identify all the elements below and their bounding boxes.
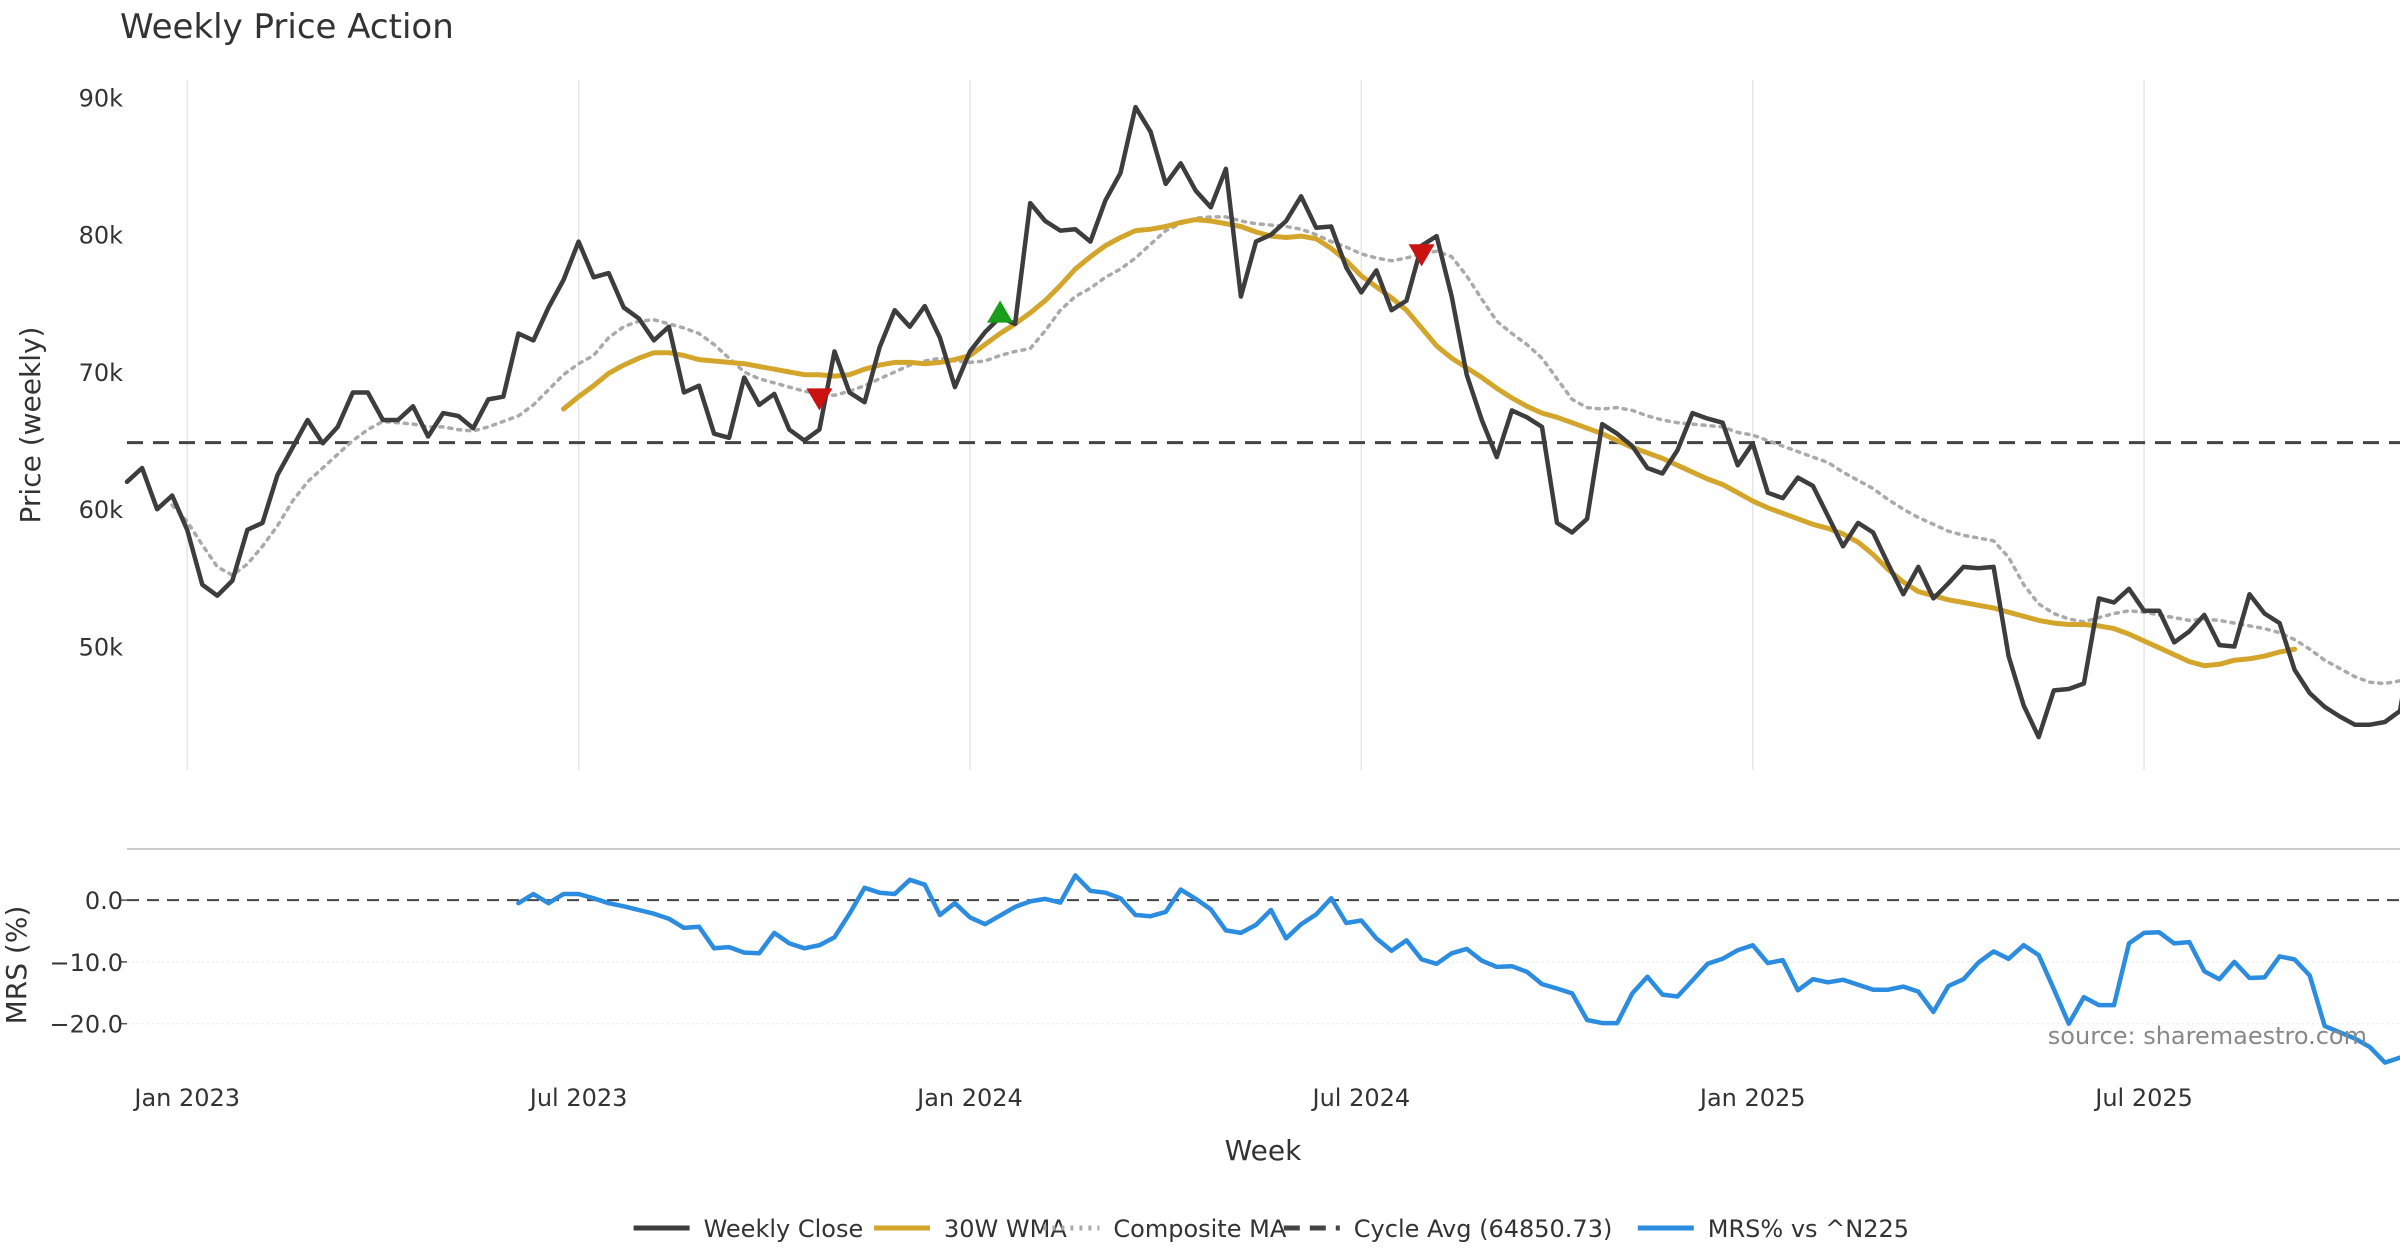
x-tick-label: Jul 2025: [2093, 1084, 2193, 1112]
sell-signal-marker: [806, 388, 833, 411]
price-y-axis-label: Price (weekly): [14, 327, 47, 524]
legend-label: 30W WMA: [944, 1215, 1067, 1243]
mrs-y-tick: −20.0: [49, 1011, 123, 1039]
price-y-tick: 80k: [79, 222, 124, 250]
mrs-y-ticks: 0.0 −10.0 −20.0: [49, 887, 2400, 1039]
chart-title: Weekly Price Action: [120, 7, 454, 47]
price-y-ticks: 50k 60k 70k 80k 90k: [79, 84, 124, 661]
x-tick-labels: Jan 2023 Jul 2023 Jan 2024 Jul 2024 Jan 2025…: [132, 1084, 2193, 1112]
price-y-tick: 60k: [79, 496, 124, 524]
x-tick-label: Jan 2024: [915, 1084, 1023, 1112]
sell-signal-marker: [1408, 244, 1435, 267]
x-tick-label: Jan 2023: [132, 1084, 240, 1112]
source-credit: source: sharemaestro.com: [2048, 1022, 2367, 1050]
x-tick-label: Jul 2023: [528, 1084, 628, 1112]
legend-label: Cycle Avg (64850.73): [1354, 1215, 1613, 1243]
x-axis-label: Week: [1225, 1134, 1302, 1167]
legend-label: MRS% vs ^N225: [1708, 1215, 1909, 1243]
legend-label: Composite MA: [1113, 1215, 1286, 1243]
price-y-tick: 70k: [79, 359, 124, 387]
weekly-close-line: [124, 104, 2400, 740]
price-y-tick: 50k: [79, 633, 124, 661]
price-y-tick: 90k: [79, 84, 124, 112]
legend: Weekly Close 30W WMA Composite MA Cycle Avg…: [633, 1215, 1909, 1243]
x-tick-label: Jan 2025: [1698, 1084, 1806, 1112]
legend-label: Weekly Close: [704, 1215, 864, 1243]
mrs-y-tick: 0.0: [85, 887, 123, 915]
signal-markers: [806, 244, 1435, 411]
composite-line: [170, 215, 2400, 686]
mrs-series: [516, 873, 2400, 1065]
x-tick-label: Jul 2024: [1311, 1084, 1411, 1112]
mrs-y-tick: −10.0: [49, 949, 123, 977]
price-series: [124, 104, 2400, 740]
buy-signal-marker: [987, 300, 1014, 323]
mrs-y-axis-label: MRS (%): [0, 906, 33, 1025]
mrs-line: [516, 873, 2400, 1065]
wma-line: [561, 217, 2298, 669]
x-gridlines: [186, 80, 2145, 770]
